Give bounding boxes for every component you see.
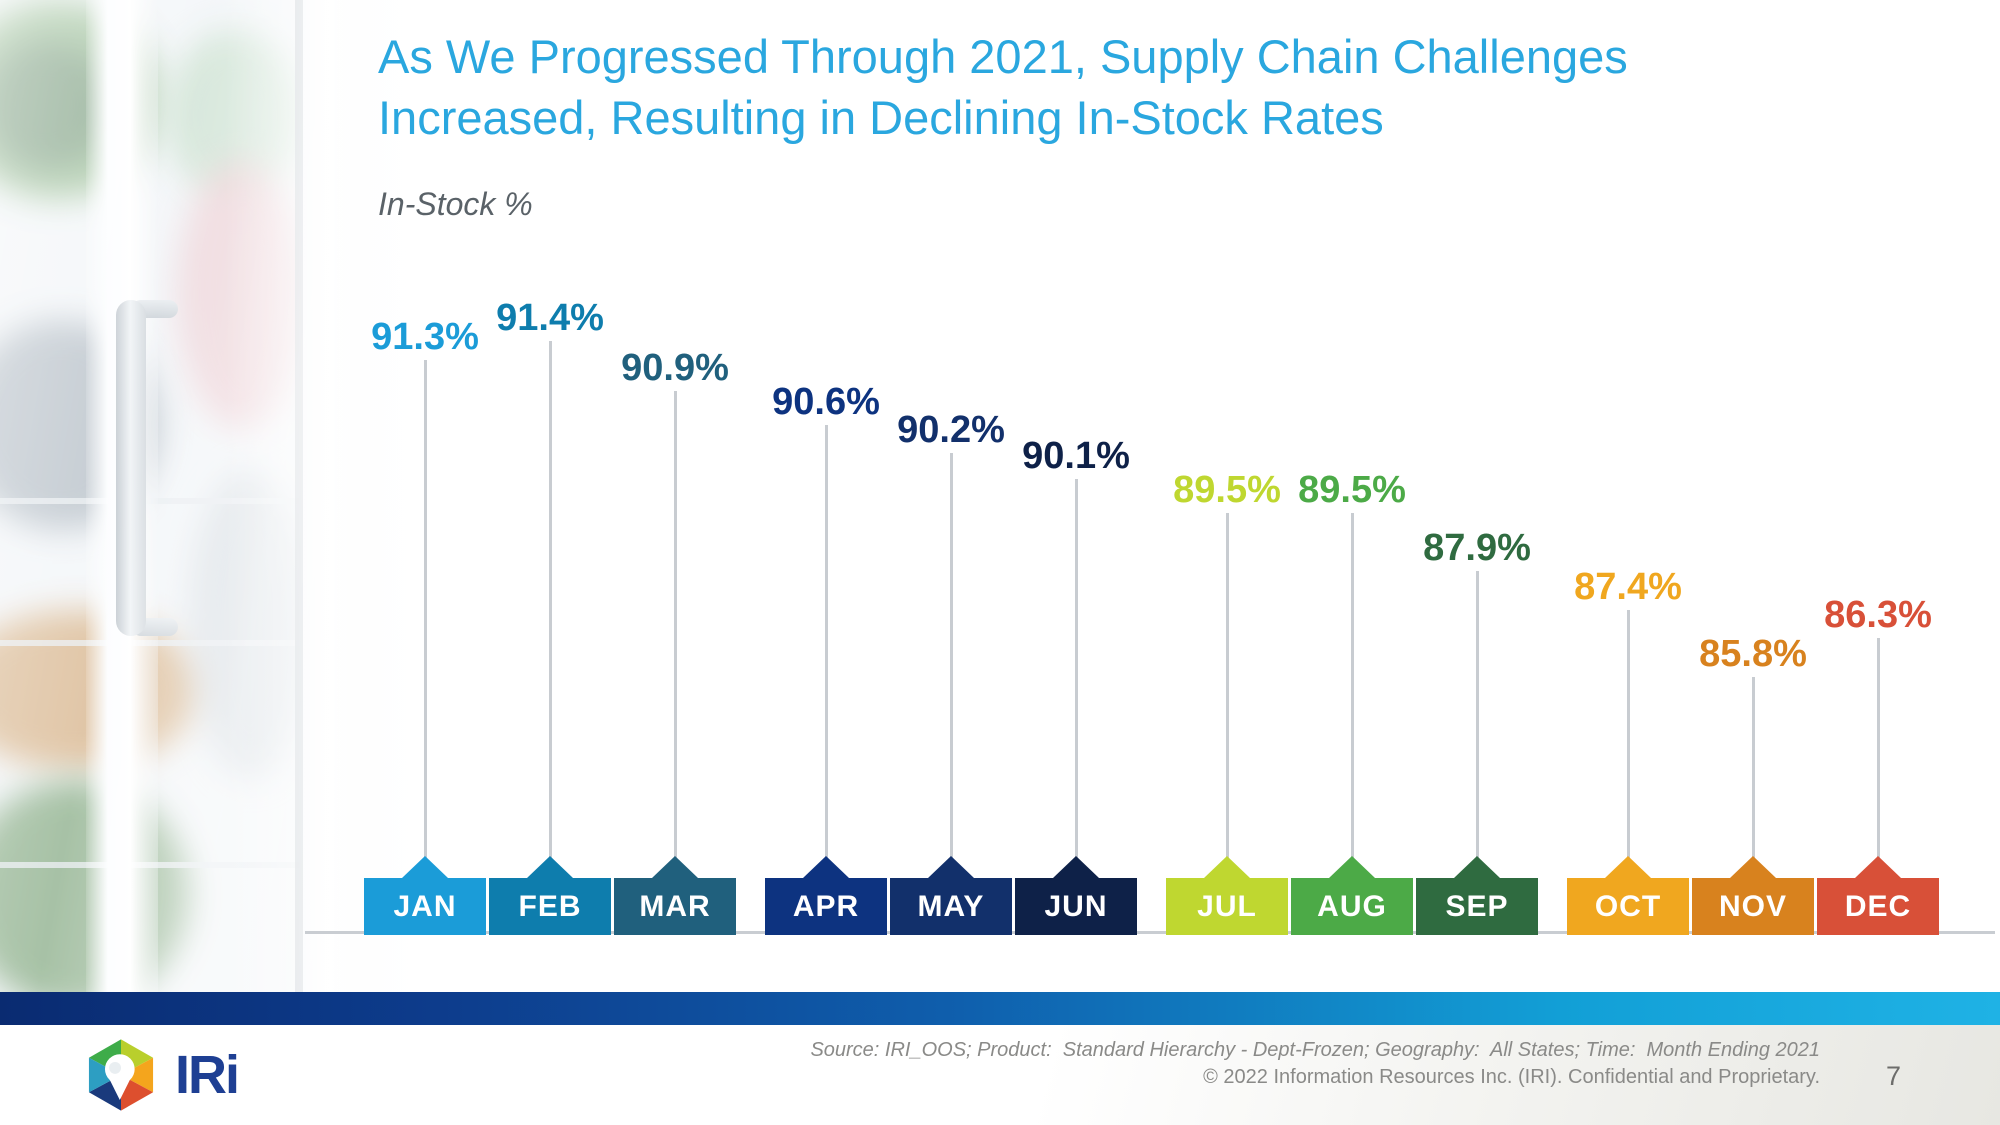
month-box-jan: JAN [364, 878, 486, 935]
value-label-dec: 86.3% [1824, 594, 1932, 636]
copyright-line: © 2022 Information Resources Inc. (IRI).… [1203, 1066, 1820, 1088]
month-box-oct: OCT [1567, 878, 1689, 935]
month-box-jun: JUN [1015, 878, 1137, 935]
value-label-jul: 89.5% [1173, 469, 1281, 511]
value-label-aug: 89.5% [1298, 469, 1406, 511]
month-box-dec: DEC [1817, 878, 1939, 935]
month-label: JUL [1197, 889, 1257, 923]
month-label: MAY [917, 889, 985, 923]
month-box-feb: FEB [489, 878, 611, 935]
source-line: Source: IRI_OOS; Product: Standard Hiera… [810, 1039, 1820, 1061]
value-stem-feb [548, 341, 552, 878]
month-box-nov: NOV [1692, 878, 1814, 935]
month-marker-triangle-oct [1605, 856, 1651, 878]
footer: IRi Source: IRI_OOS; Product: Standard H… [0, 1025, 2000, 1125]
value-label-jun: 90.1% [1022, 435, 1130, 477]
value-label-mar: 90.9% [621, 347, 729, 389]
month-label: FEB [518, 889, 582, 923]
value-label-may: 90.2% [897, 409, 1005, 451]
month-marker-triangle-jan [402, 856, 448, 878]
value-label-sep: 87.9% [1423, 527, 1531, 569]
value-stem-jul [1225, 513, 1229, 878]
month-label: MAR [639, 889, 711, 923]
slide-title: As We Progressed Through 2021, Supply Ch… [378, 26, 1628, 148]
month-marker-triangle-mar [652, 856, 698, 878]
iri-logo-wordmark: IRi [175, 1045, 240, 1105]
value-label-nov: 85.8% [1699, 633, 1807, 675]
month-label: APR [792, 889, 860, 923]
value-stem-aug [1350, 513, 1354, 878]
month-label: OCT [1594, 889, 1662, 923]
month-label: SEP [1445, 889, 1509, 923]
month-box-apr: APR [765, 878, 887, 935]
value-stem-sep [1475, 571, 1479, 878]
month-marker-triangle-jun [1053, 856, 1099, 878]
month-marker-triangle-dec [1855, 856, 1901, 878]
photo-right-fade [0, 0, 432, 993]
axis-baseline [305, 931, 1995, 934]
value-stem-mar [673, 391, 677, 878]
month-label: AUG [1317, 889, 1387, 923]
value-stem-jan [423, 360, 427, 878]
month-marker-triangle-sep [1454, 856, 1500, 878]
footer-gradient-bar [0, 992, 2000, 1025]
value-label-oct: 87.4% [1574, 566, 1682, 608]
value-stem-may [949, 453, 953, 878]
month-box-may: MAY [890, 878, 1012, 935]
y-axis-label: In-Stock % [378, 186, 533, 222]
value-stem-nov [1751, 677, 1755, 878]
month-label: NOV [1718, 889, 1787, 923]
iri-logo: IRi [83, 1037, 240, 1113]
value-label-jan: 91.3% [371, 316, 479, 358]
month-marker-triangle-feb [527, 856, 573, 878]
slide-title-line1: As We Progressed Through 2021, Supply Ch… [378, 30, 1628, 83]
month-marker-triangle-aug [1329, 856, 1375, 878]
page-number: 7 [1886, 1061, 1902, 1091]
slide-title-line2: Increased, Resulting in Declining In-Sto… [378, 91, 1384, 144]
iri-logo-hexagon-icon [88, 1039, 154, 1111]
month-marker-triangle-jul [1204, 856, 1250, 878]
month-marker-triangle-nov [1730, 856, 1776, 878]
value-stem-jun [1074, 479, 1078, 878]
value-stem-oct [1626, 610, 1630, 878]
month-box-mar: MAR [614, 878, 736, 935]
month-box-sep: SEP [1416, 878, 1538, 935]
month-label: JUN [1044, 889, 1108, 923]
month-label: JAN [393, 889, 457, 923]
freezer-aisle-photo [0, 0, 432, 993]
value-stem-dec [1876, 638, 1880, 878]
month-marker-triangle-may [928, 856, 974, 878]
month-box-jul: JUL [1166, 878, 1288, 935]
value-stem-apr [824, 425, 828, 878]
value-label-apr: 90.6% [772, 381, 880, 423]
month-label: DEC [1844, 889, 1912, 923]
month-marker-triangle-apr [803, 856, 849, 878]
month-box-aug: AUG [1291, 878, 1413, 935]
value-label-feb: 91.4% [496, 297, 604, 339]
